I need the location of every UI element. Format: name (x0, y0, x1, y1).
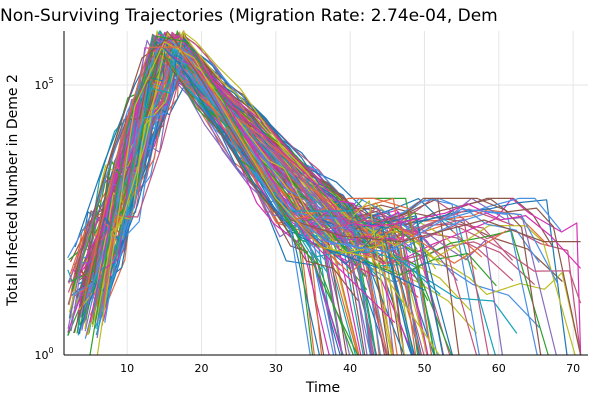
trajectory-line (87, 53, 413, 356)
trajectory-lines (67, 30, 582, 356)
trajectory-line (103, 34, 582, 270)
trajectory-line (94, 47, 335, 356)
tick-labels: 10 20 30 40 50 60 70 100 105 (34, 76, 580, 375)
y-tick-label: 100 (34, 346, 53, 362)
x-tick-label: 70 (566, 362, 580, 375)
trajectory-line (91, 48, 582, 304)
trajectory-line (95, 47, 372, 356)
x-tick-label: 50 (417, 362, 431, 375)
trajectory-line (93, 39, 354, 356)
trajectory-line (78, 30, 576, 356)
trajectory-line (89, 35, 396, 324)
trajectory-line (74, 35, 581, 275)
x-tick-label: 60 (492, 362, 506, 375)
trajectory-line (82, 46, 507, 307)
chart-title: Non-Surviving Trajectories (Migration Ra… (0, 6, 498, 26)
x-tick-label: 10 (120, 362, 134, 375)
x-tick-label: 20 (195, 362, 209, 375)
trajectory-line (79, 40, 359, 302)
trajectory-line (96, 41, 440, 356)
y-tick-label: 105 (34, 76, 53, 92)
y-axis-label: Total Infected Number in Deme 2 (5, 74, 21, 307)
x-tick-label: 30 (269, 362, 283, 375)
trajectory-line (77, 47, 429, 356)
trajectory-line (89, 35, 359, 356)
x-tick-label: 40 (343, 362, 357, 375)
trajectory-line (98, 32, 387, 356)
axes-layer (63, 31, 588, 356)
trajectory-line (97, 31, 393, 356)
x-axis-label: Time (305, 380, 340, 396)
